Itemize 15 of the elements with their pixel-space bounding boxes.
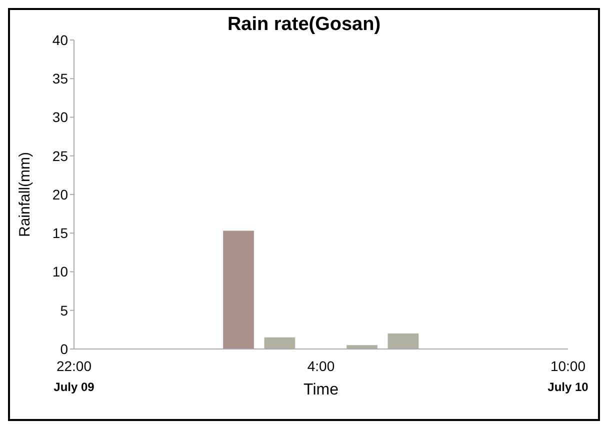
y-tick-label: 25 — [52, 148, 68, 164]
y-tick-label: 10 — [52, 264, 68, 280]
y-tick-label: 15 — [52, 225, 68, 242]
x-axis-title: Time — [304, 381, 339, 398]
y-tick-label: 40 — [52, 32, 68, 48]
x-tick-label: 10:00 July 10 — [548, 358, 589, 394]
y-tick-label: 0 — [60, 340, 68, 357]
x-tick-label: 4:00 — [307, 358, 335, 374]
y-axis-title: Rainfall(mm) — [16, 152, 34, 238]
y-tick-label: 20 — [52, 186, 68, 202]
y-tick-label: 30 — [52, 109, 68, 126]
y-tick-label: 35 — [52, 70, 68, 87]
x-tick-label: 22:00 July 09 — [54, 358, 95, 394]
chart-title: Rain rate(Gosan) — [227, 14, 381, 35]
y-tick-label: 5 — [60, 302, 68, 318]
